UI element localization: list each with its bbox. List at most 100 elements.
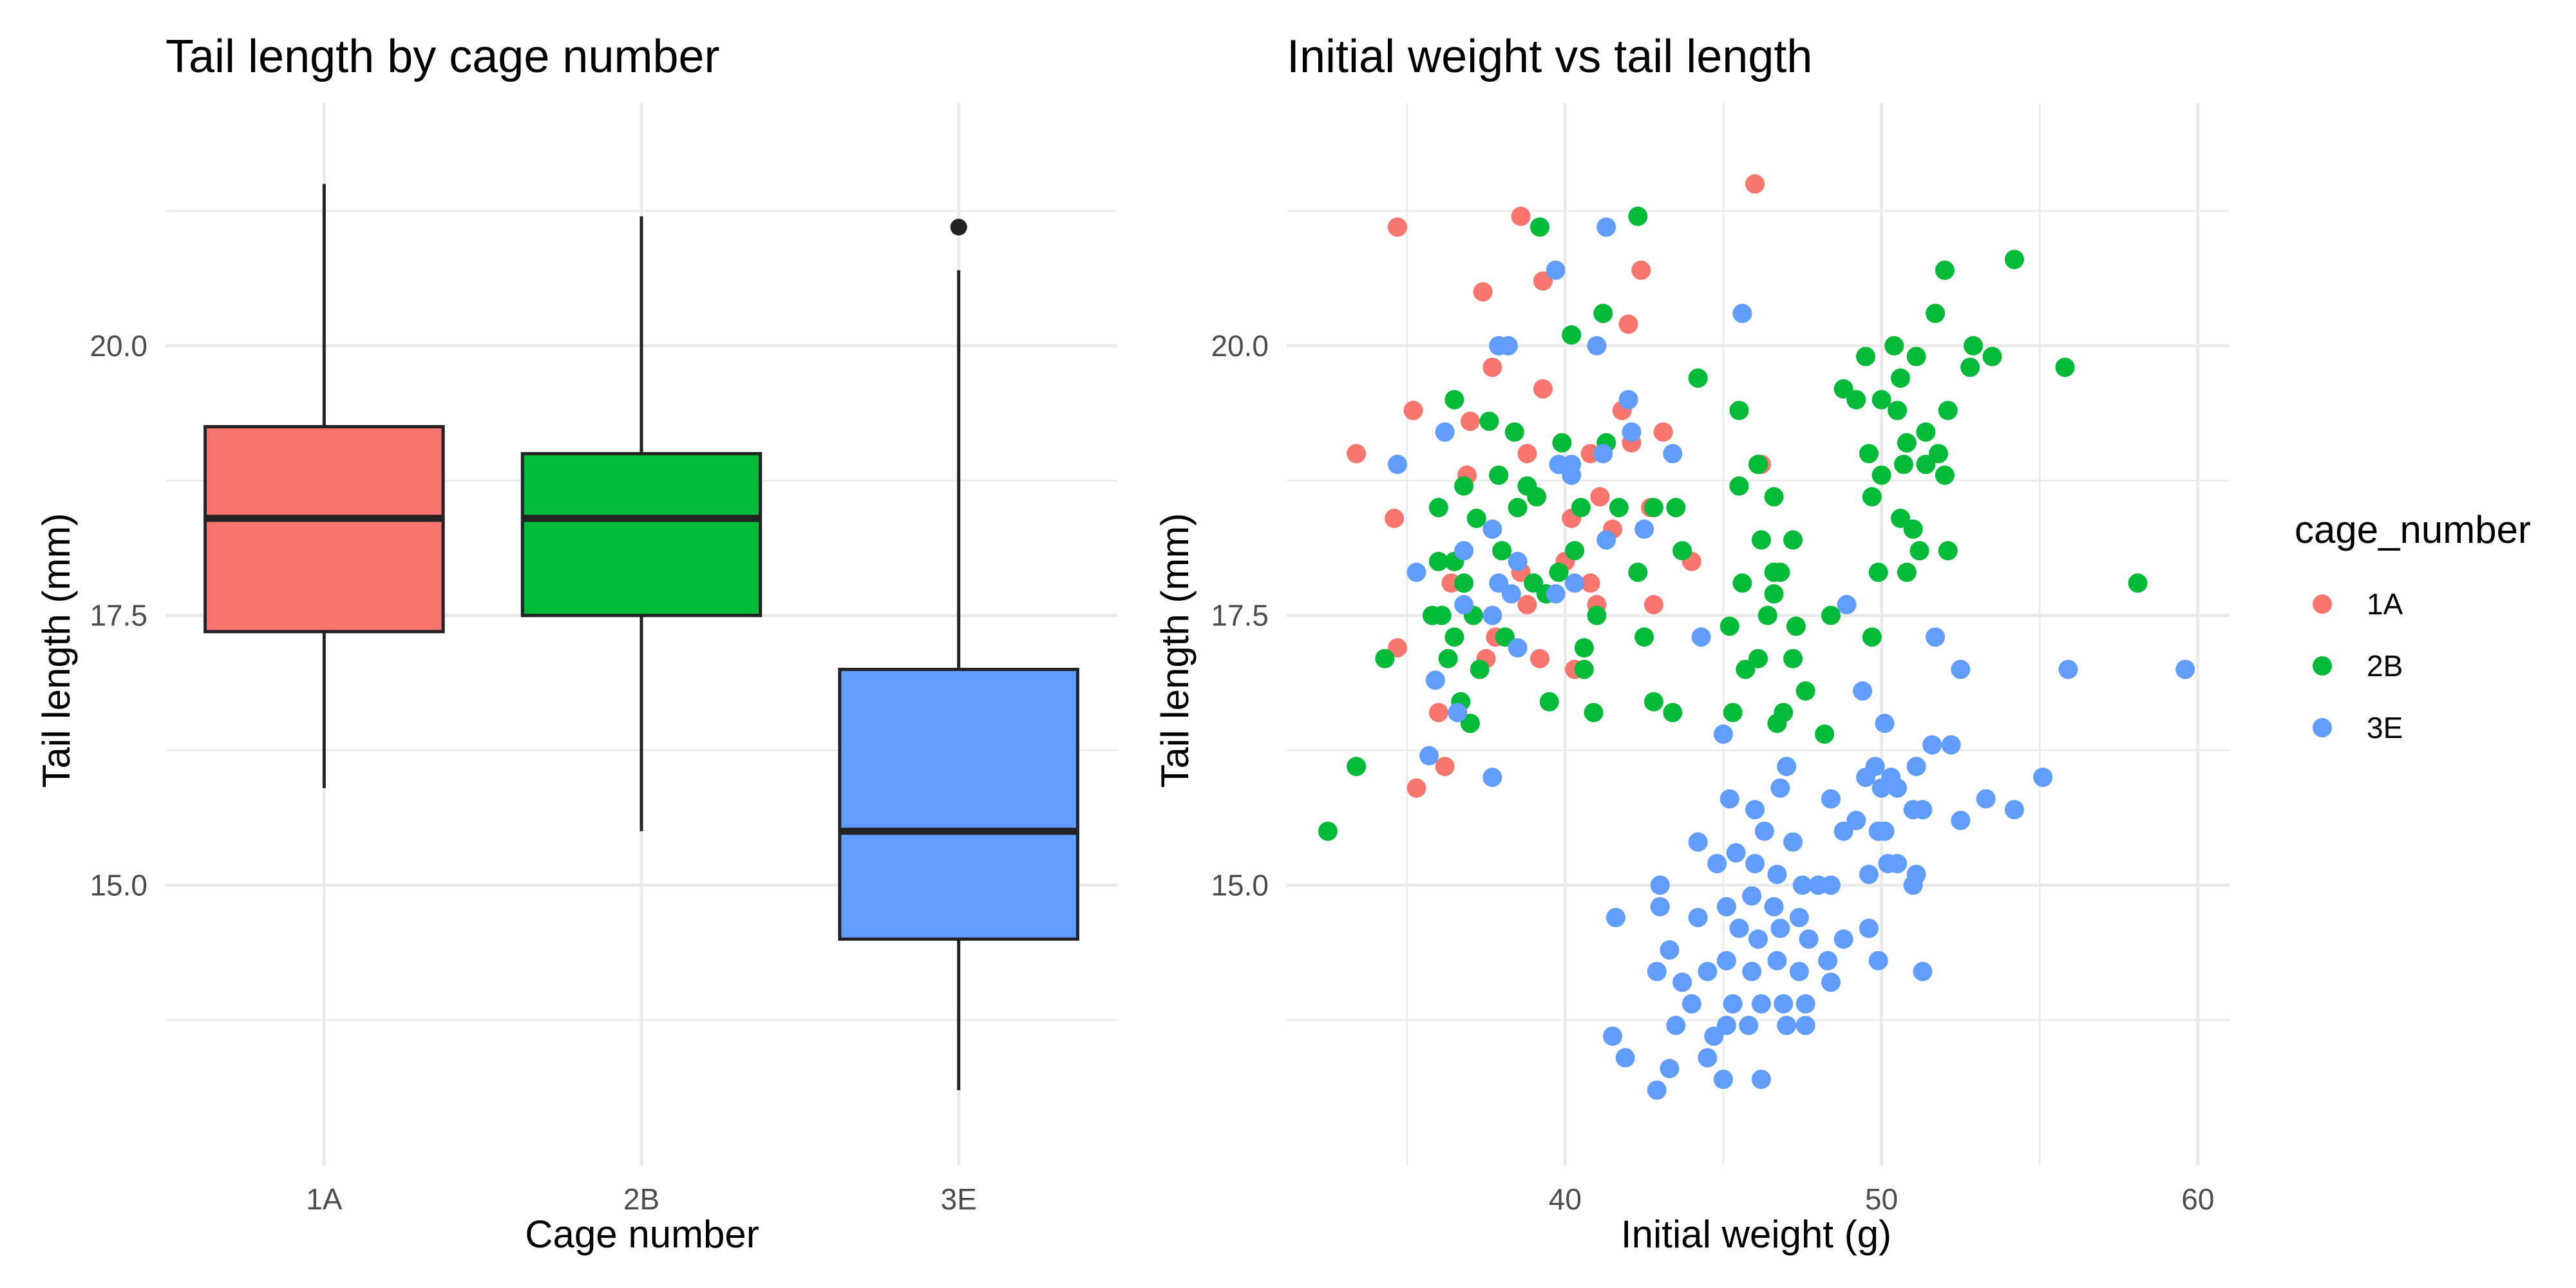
scatter-point	[1454, 541, 1474, 561]
scatter-point	[1770, 918, 1790, 938]
scatter-point	[1546, 584, 1566, 604]
scatter-points	[1318, 174, 2195, 1100]
scatter-point	[1524, 573, 1544, 593]
scatter-point	[1938, 401, 1958, 421]
scatter-point	[1530, 217, 1550, 237]
scatter-point	[1460, 714, 1480, 734]
scatter-point	[1748, 455, 1768, 475]
scatter-point	[1643, 594, 1663, 614]
scatter-point	[1482, 519, 1502, 539]
scatter-point	[1821, 789, 1841, 809]
scatter-point	[1833, 379, 1853, 399]
scatter-point	[1479, 412, 1499, 431]
boxplot-x-tick-label: 2B	[623, 1182, 659, 1216]
scatter-point	[1982, 346, 2002, 366]
scatter-point	[1906, 757, 1926, 777]
scatter-point	[1716, 951, 1736, 971]
scatter-point	[1647, 1080, 1667, 1100]
scatter-point	[1862, 627, 1882, 647]
scatter-point	[1916, 455, 1936, 475]
scatter-point	[1764, 584, 1784, 604]
scatter-point	[1688, 907, 1708, 927]
iqr-box	[520, 451, 762, 618]
scatter-point	[1888, 853, 1908, 873]
scatter-point	[1580, 573, 1600, 593]
scatter-point	[1888, 401, 1908, 421]
scatter-point	[1590, 487, 1610, 507]
scatter-point	[1745, 853, 1765, 873]
scatter-point	[1729, 476, 1749, 496]
scatter-point	[1498, 336, 1518, 355]
boxplot-x-tick-label: 1A	[306, 1182, 343, 1216]
scatter-point	[1922, 735, 1942, 755]
scatter-point	[1527, 487, 1547, 507]
scatter-point	[1929, 444, 1949, 464]
scatter-point	[1605, 907, 1625, 927]
scatter-point	[1318, 821, 1338, 841]
scatter-point	[1909, 541, 1929, 561]
scatter-point	[1508, 638, 1528, 658]
scatter-point	[1951, 659, 1971, 679]
scatter-point	[1672, 541, 1692, 561]
scatter-point	[1508, 551, 1528, 571]
scatter-point	[1941, 735, 1961, 755]
scatter-point	[1884, 336, 1904, 355]
scatter-point	[1903, 800, 1923, 820]
iqr-box	[838, 667, 1079, 941]
boxplot-box-3e	[838, 218, 1079, 1090]
scatter-point	[1482, 767, 1502, 787]
outlier-point	[950, 218, 967, 236]
scatter-point	[1906, 864, 1926, 884]
scatter-point	[1618, 390, 1638, 410]
scatter-x-ticks: 40 50 60	[1549, 1182, 2215, 1216]
scatter-point	[1729, 401, 1749, 421]
boxplot-boxes	[204, 184, 1079, 1090]
scatter-point	[1489, 465, 1509, 485]
scatter-point	[1347, 757, 1367, 777]
scatter-point	[1964, 336, 1984, 355]
scatter-point	[1906, 346, 1926, 366]
scatter-point	[1875, 821, 1895, 841]
iqr-box	[204, 425, 445, 634]
scatter-point	[2033, 767, 2053, 787]
legend-title: cage_number	[2295, 508, 2531, 551]
boxplot-y-axis-title: Tail length (mm)	[35, 513, 78, 788]
scatter-point	[1764, 896, 1784, 916]
legend: cage_number 1A 2B 3E	[2295, 508, 2531, 744]
scatter-point	[1739, 1016, 1759, 1036]
scatter-point	[1799, 929, 1819, 949]
scatter-point	[1511, 206, 1531, 226]
scatter-point	[1960, 357, 1980, 377]
scatter-point	[1846, 390, 1866, 410]
scatter-point	[1871, 390, 1891, 410]
scatter-point	[1643, 692, 1663, 712]
scatter-point	[1935, 465, 1955, 485]
scatter-point	[1444, 627, 1464, 647]
scatter-point	[1707, 853, 1727, 873]
boxplot-y-tick-label: 20.0	[90, 329, 147, 363]
legend-item-3e: 3E	[2313, 711, 2403, 744]
legend-label: 1A	[2367, 587, 2403, 621]
scatter-point	[1719, 789, 1739, 809]
scatter-point	[1821, 875, 1841, 895]
scatter-point	[1837, 594, 1857, 614]
scatter-point	[1767, 864, 1787, 884]
scatter-point	[1634, 627, 1654, 647]
scatter-point	[1460, 412, 1480, 431]
scatter-x-axis-title: Initial weight (g)	[1621, 1213, 1891, 1256]
scatter-point	[1552, 433, 1572, 453]
scatter-point	[1517, 444, 1537, 464]
scatter-point	[1482, 605, 1502, 625]
scatter-point	[1438, 649, 1458, 668]
scatter-y-ticks: 15.0 17.5 20.0	[1211, 329, 1269, 902]
scatter-point	[1859, 918, 1879, 938]
scatter-point	[1859, 864, 1879, 884]
scatter-point	[1716, 896, 1736, 916]
scatter-point	[1783, 649, 1803, 668]
scatter-y-tick-label: 20.0	[1211, 329, 1269, 363]
scatter-point	[1574, 659, 1594, 679]
legend-label: 3E	[2367, 711, 2403, 744]
scatter-point	[1615, 1048, 1635, 1068]
scatter-point	[1593, 303, 1613, 323]
